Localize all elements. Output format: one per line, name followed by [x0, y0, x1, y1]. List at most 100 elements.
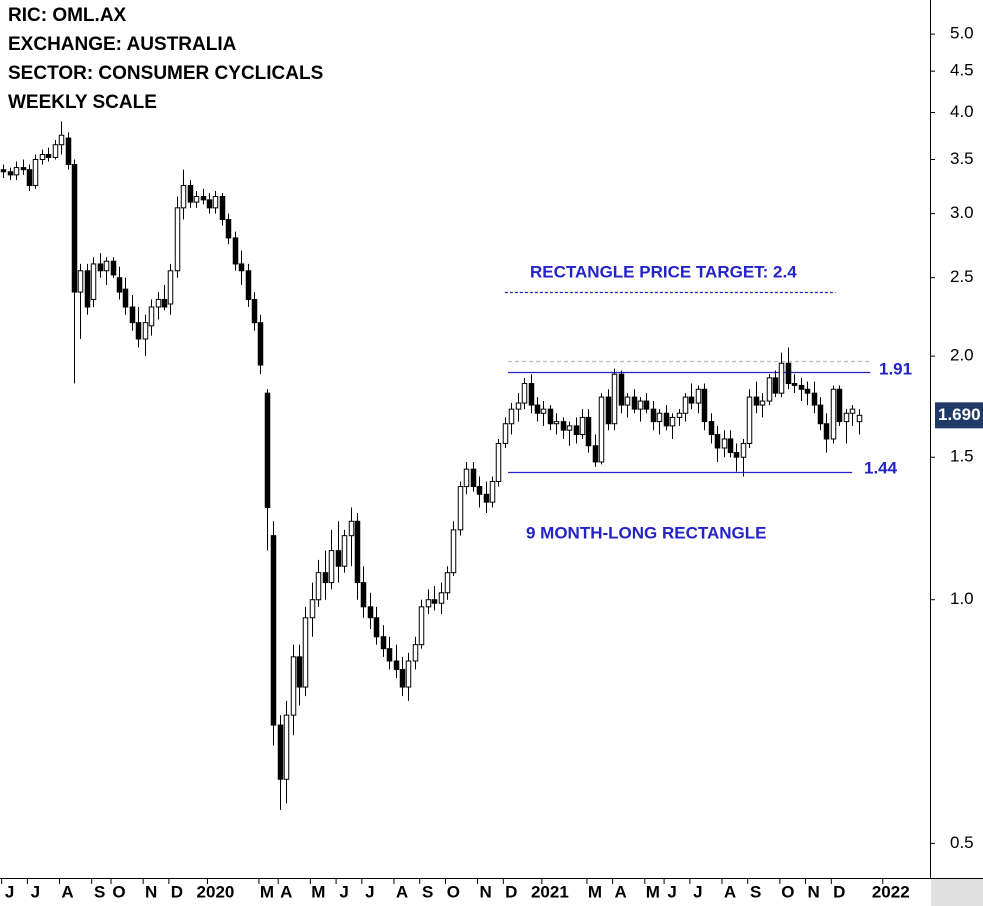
candle-body	[804, 388, 811, 394]
candle-body	[823, 423, 830, 440]
last-price-box	[935, 402, 983, 429]
candle-body	[431, 599, 438, 604]
x-tick-label: A	[396, 882, 408, 901]
candle-body	[71, 164, 78, 293]
candle-body	[547, 408, 554, 425]
candle-body	[45, 153, 52, 158]
candle-body	[315, 572, 322, 601]
candle-body	[856, 414, 863, 423]
candle-body	[515, 402, 522, 410]
candle-body	[470, 468, 477, 488]
candle-body	[476, 486, 483, 495]
candle-body	[605, 396, 612, 425]
header-line: RIC: OML.AX	[8, 5, 127, 26]
candle-body	[367, 606, 374, 619]
candle-body	[348, 520, 355, 537]
candle-body	[251, 298, 258, 324]
candle-body	[373, 617, 380, 638]
candle-body	[836, 388, 843, 423]
candle-body	[58, 134, 65, 146]
annotation: RECTANGLE PRICE TARGET: 2.4	[530, 262, 797, 281]
candle-body	[778, 362, 785, 394]
candle-body	[277, 724, 284, 780]
candle-body	[766, 377, 773, 402]
x-tick-label: A	[61, 882, 73, 901]
candle-body	[817, 404, 824, 425]
candle-body	[296, 656, 303, 688]
candle-body	[65, 137, 72, 166]
x-tick-label: O	[781, 882, 794, 901]
candle-body	[52, 144, 59, 158]
candle-body	[489, 480, 496, 503]
candle-body	[155, 298, 162, 308]
candle-body	[193, 196, 200, 203]
candle-body	[425, 599, 432, 608]
candle-body	[290, 656, 297, 716]
candle-body	[380, 636, 387, 650]
x-tick-label: 2020	[197, 882, 235, 901]
candle-body	[90, 263, 97, 300]
candle-body	[740, 442, 747, 458]
candle-body	[528, 383, 535, 406]
y-tick-label: 4.5	[950, 61, 974, 80]
candle-body	[257, 322, 264, 366]
candle-body	[676, 412, 683, 418]
candle-body	[643, 400, 650, 410]
candle-body	[84, 270, 91, 308]
x-tick-label: D	[505, 882, 517, 901]
candle-body	[785, 362, 792, 385]
candle-body	[753, 396, 760, 406]
candle-body	[592, 445, 599, 463]
x-tick-label: M	[260, 882, 274, 901]
candle-body	[212, 196, 219, 209]
candle-body	[335, 550, 342, 567]
candle-body	[598, 396, 605, 463]
x-tick-label: N	[807, 882, 819, 901]
candle-body	[843, 412, 850, 423]
x-tick-label: 2021	[531, 882, 569, 901]
candle-body	[682, 396, 689, 414]
candle-body	[341, 535, 348, 567]
candle-body	[733, 452, 740, 458]
y-tick-label: 3.0	[950, 203, 974, 222]
x-tick-label: M	[311, 882, 325, 901]
candle-body	[264, 392, 271, 509]
annotation: 9 MONTH-LONG RECTANGLE	[526, 523, 767, 542]
candle-body	[637, 400, 644, 410]
candle-body	[502, 423, 509, 444]
candle-body	[26, 169, 33, 187]
header-line: SECTOR: CONSUMER CYCLICALS	[8, 63, 323, 84]
x-tick-label: S	[94, 882, 105, 901]
x-tick-label: A	[724, 882, 736, 901]
candle-body	[360, 582, 367, 608]
candle-body	[219, 196, 226, 221]
y-tick-label: 4.0	[950, 102, 974, 121]
y-tick-label: 1.5	[950, 447, 974, 466]
candle-body	[483, 493, 490, 503]
candle-body	[579, 416, 586, 436]
x-tick-label: A	[615, 882, 627, 901]
candle-body	[245, 270, 252, 300]
candle-body	[270, 535, 277, 726]
candle-body	[77, 270, 84, 293]
last-price-label: 1.690	[938, 405, 981, 424]
candle-body	[232, 237, 239, 265]
y-tick-label: 1.0	[950, 589, 974, 608]
x-tick-label: J	[693, 882, 702, 901]
candle-body	[624, 396, 631, 406]
x-tick-label: 2022	[872, 882, 910, 901]
candle-body	[849, 408, 856, 414]
x-tick-label: O	[112, 882, 125, 901]
x-tick-label: O	[447, 882, 460, 901]
candle-body	[39, 153, 46, 160]
candle-body	[811, 392, 818, 406]
candle-body	[135, 322, 142, 340]
x-tick-label: J	[31, 882, 40, 901]
candle-body	[727, 438, 734, 454]
x-tick-label: M	[646, 882, 660, 901]
candle-body	[585, 416, 592, 447]
candle-body	[180, 185, 187, 209]
candle-body	[708, 421, 715, 436]
candle-body	[161, 298, 168, 308]
